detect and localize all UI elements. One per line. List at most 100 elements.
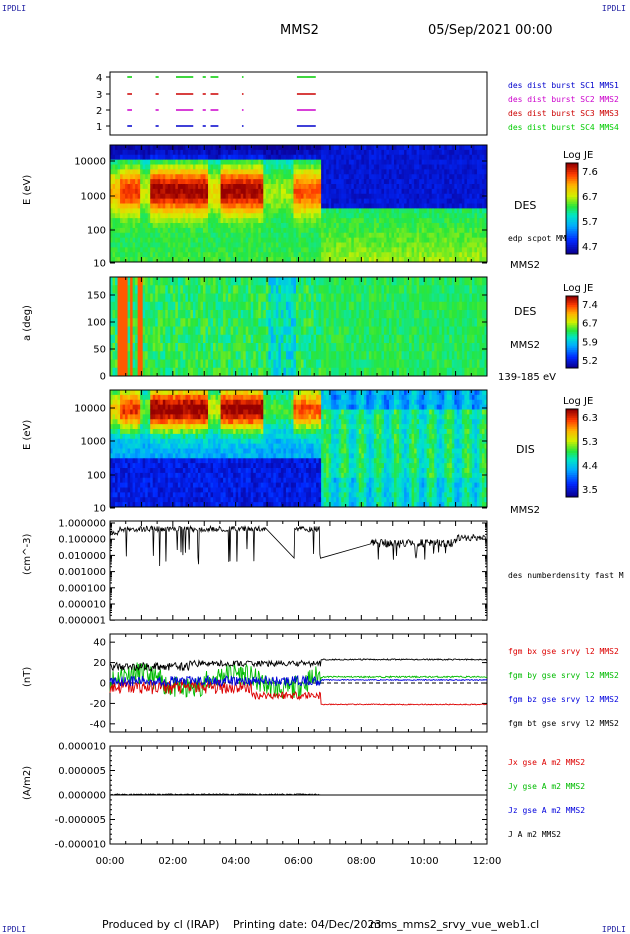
spectrogram-cell [376,188,380,195]
spectrogram-cell [147,218,151,224]
spectrogram-cell [177,154,181,161]
spectrogram-cell [368,247,372,253]
spectrogram-cell [429,218,433,224]
spectrogram-cell [177,252,181,258]
spectrogram-cell [383,198,387,204]
spectrogram-cell [265,149,269,156]
spectrogram-cell [240,213,244,219]
spectrogram-cell [426,179,430,185]
spectrogram-cell [316,242,320,248]
spectrogram-cell [388,242,392,248]
spectrogram-cell [250,149,254,156]
spectrogram-cell [386,179,390,185]
spectrogram-cell [318,242,322,248]
spectrogram-cell [311,159,314,165]
pitch-cell [363,334,367,344]
pitch-cell [316,301,320,311]
spectrogram-cell [429,227,433,234]
spectrogram-cell [481,149,485,156]
spectrogram-cell [358,193,362,200]
spectrogram-cell [366,179,370,185]
pitch-cell [140,301,144,311]
spectrogram-cell [165,179,169,185]
pitch-cell [117,351,121,360]
pitch-cell [205,326,209,336]
spectrogram-cell [333,232,337,239]
spectrogram-cell [368,232,372,239]
spectrogram-cell [165,242,169,248]
spectrogram-cell [378,193,382,200]
spectrogram-cell [338,159,342,165]
spectrogram-cell [371,145,375,151]
pitch-cell [120,285,123,294]
spectrogram-cell [190,174,194,180]
spectrogram-cell [396,198,400,204]
spectrogram-cell [142,159,146,165]
spectrogram-cell [378,145,382,151]
pitch-cell [326,334,330,344]
spectrogram-cell [311,227,314,234]
spectrogram-cell [363,174,367,180]
spectrogram-cell [195,164,199,170]
spectrogram-cell [260,237,264,243]
spectrogram-cell [353,179,357,185]
pitch-cell [336,277,340,286]
spectrogram-cell [195,145,199,151]
pitch-cell [132,343,136,352]
spectrogram-cell [205,218,209,224]
spectrogram-cell [167,213,171,219]
spectrogram-cell [152,159,156,165]
spectrogram-cell [177,193,181,200]
pitch-cell [120,277,123,286]
spectrogram-cell [308,218,312,224]
spectrogram-cell [388,227,392,234]
spectrogram-cell [160,145,164,151]
spectrogram-cell [361,247,365,253]
spectrogram-cell [130,149,134,156]
pitch-cell [202,351,206,360]
pitch-cell [301,359,304,369]
spectrogram-cell [446,237,450,243]
spectrogram-cell [306,169,309,175]
spectrogram-cell [137,208,141,214]
spectrogram-cell [434,213,438,219]
spectrogram-cell [215,159,219,165]
spectrogram-cell [466,154,470,161]
pitch-cell [311,359,314,369]
pitch-cell [238,367,242,377]
pitch-cell [162,367,166,377]
pitch-cell [132,351,136,360]
pitch-cell [353,293,357,303]
spectrogram-cell [263,179,267,185]
spectrogram-cell [165,223,169,229]
spectrogram-cell [187,203,191,209]
spectrogram-cell [112,208,116,214]
pitch-cell [275,351,279,360]
spectrogram-cell [434,203,438,209]
pitch-cell [112,301,116,311]
spectrogram-cell [456,208,460,214]
spectrogram-cell [258,169,262,175]
pitch-cell [230,326,234,336]
spectrogram-cell [275,247,279,253]
spectrogram-cell [142,198,146,204]
spectrogram-cell [303,149,307,156]
pitch-cell [301,334,304,344]
pitch-cell [215,367,219,377]
spectrogram-cell [213,227,216,234]
spectrogram-cell [260,223,264,229]
spectrogram-cell [338,203,342,209]
spectrogram-cell [132,159,136,165]
pitch-cell [351,277,355,286]
spectrogram-cell [230,232,234,239]
spectrogram-cell [424,208,428,214]
spectrogram-cell [185,149,189,156]
spectrogram-cell [215,247,219,253]
spectrogram-cell [235,242,239,248]
spectrogram-cell [182,227,186,234]
pitch-cell [318,318,322,327]
spectrogram-cell [298,237,302,243]
spectrogram-cell [479,257,483,263]
des-panel-label3: MMS2 [510,260,540,271]
spectrogram-cell [406,223,410,229]
